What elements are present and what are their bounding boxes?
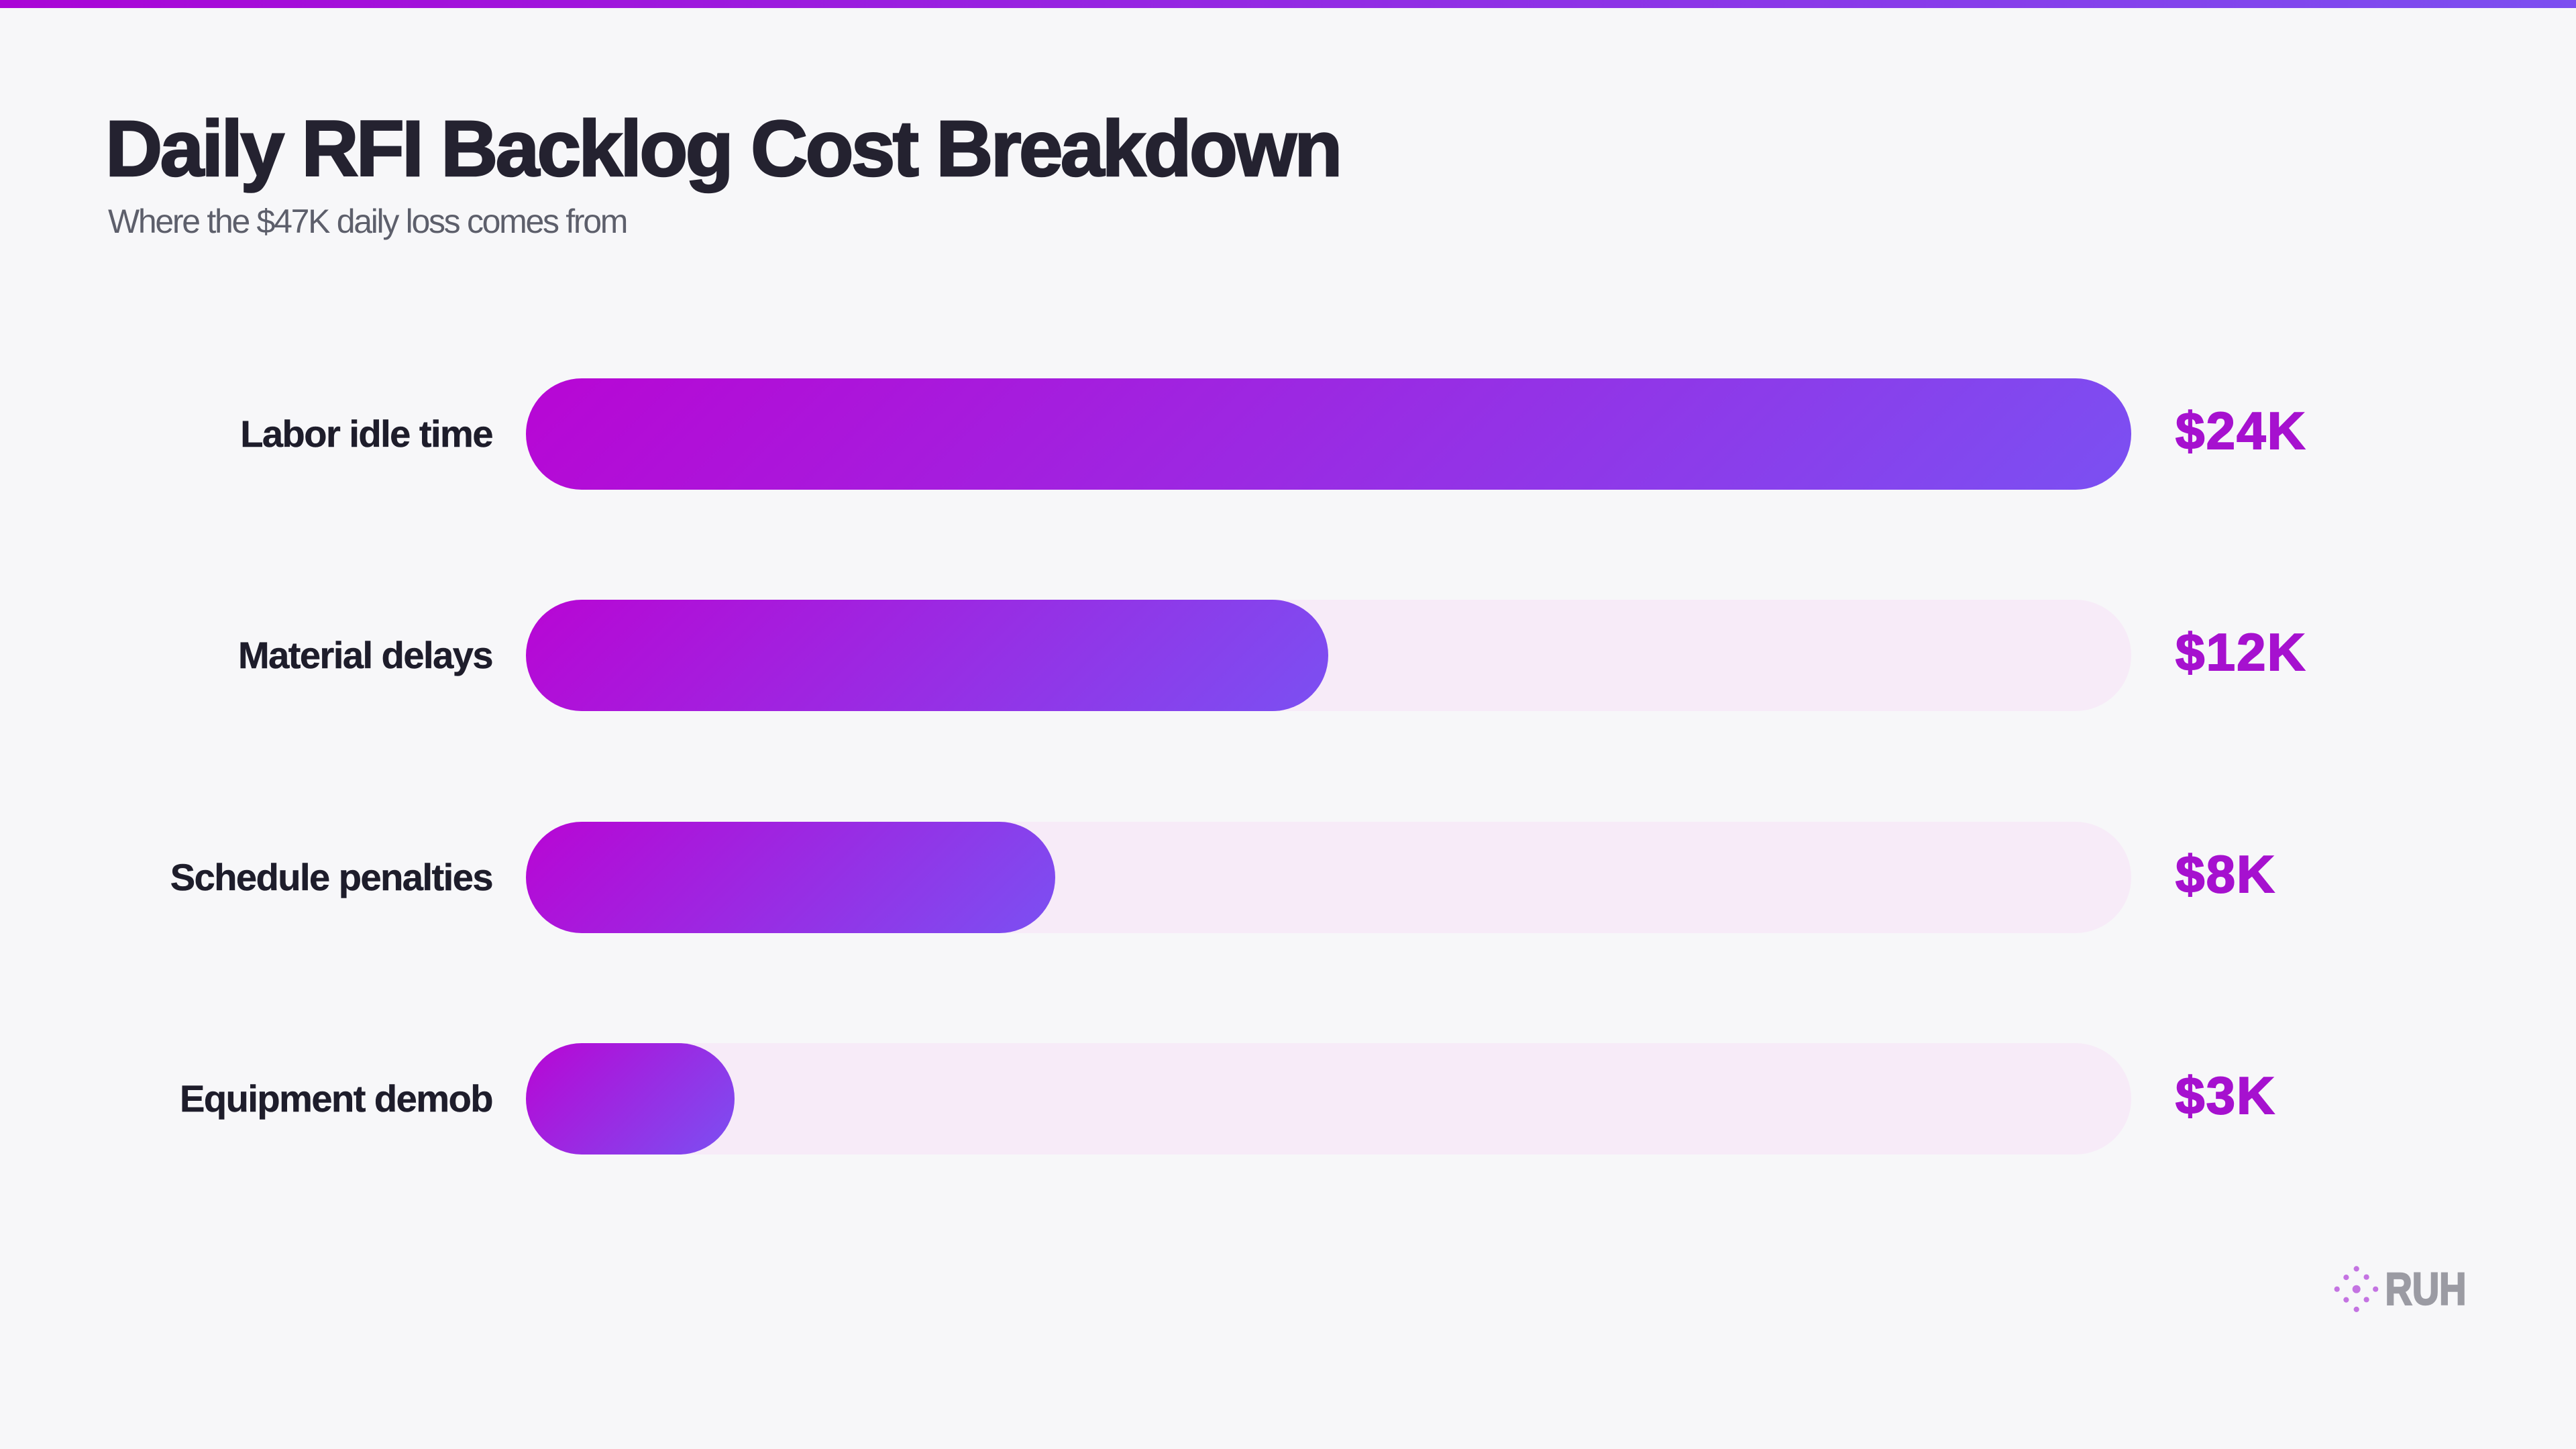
svg-text:RUH: RUH	[2385, 1264, 2467, 1315]
